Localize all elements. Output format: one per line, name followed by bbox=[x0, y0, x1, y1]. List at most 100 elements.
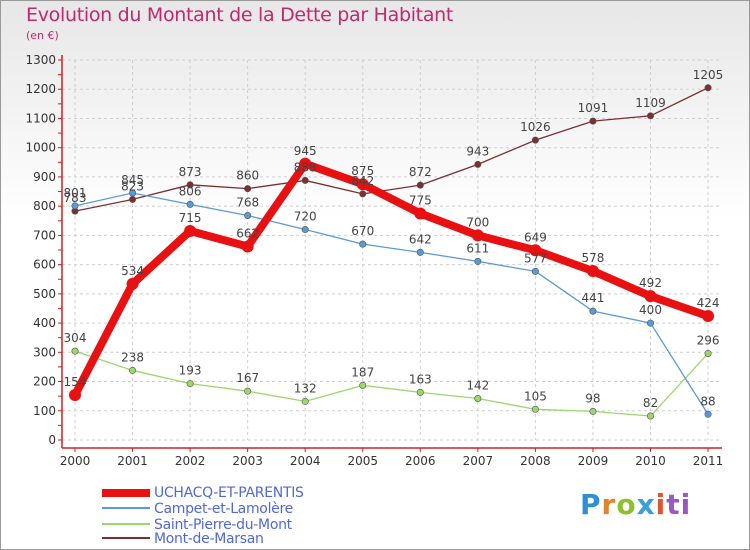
data-point bbox=[704, 84, 712, 92]
logo-letter: o bbox=[616, 488, 637, 521]
logo-letter: P bbox=[580, 488, 602, 521]
y-tick-label: 100 bbox=[33, 404, 56, 418]
legend-swatch bbox=[102, 507, 150, 509]
data-point bbox=[129, 195, 137, 203]
data-label: 670 bbox=[351, 224, 374, 238]
data-point bbox=[244, 185, 252, 193]
y-tick-label: 300 bbox=[33, 345, 56, 359]
data-point bbox=[359, 381, 367, 389]
data-label: 700 bbox=[466, 215, 489, 229]
legend-label: Mont-de-Marsan bbox=[154, 531, 264, 547]
data-label: 945 bbox=[294, 144, 317, 158]
data-label: 193 bbox=[179, 364, 202, 378]
data-label: 842 bbox=[351, 174, 374, 188]
data-label: 1109 bbox=[635, 96, 666, 110]
data-label: 441 bbox=[581, 291, 604, 305]
logo-letter: x bbox=[636, 488, 656, 521]
data-point bbox=[129, 189, 137, 197]
data-label: 167 bbox=[236, 371, 259, 385]
data-point bbox=[359, 240, 367, 248]
data-label: 649 bbox=[524, 230, 547, 244]
legend-label: Saint-Pierre-du-Mont bbox=[154, 517, 292, 533]
data-point bbox=[184, 225, 197, 237]
y-tick-label: 700 bbox=[33, 228, 56, 242]
data-point bbox=[646, 112, 654, 120]
data-point bbox=[416, 248, 424, 256]
data-point bbox=[704, 410, 712, 418]
data-point bbox=[416, 181, 424, 189]
x-tick-label: 2004 bbox=[290, 454, 321, 468]
data-label: 888 bbox=[294, 160, 317, 174]
data-label: 715 bbox=[179, 211, 202, 225]
data-point bbox=[646, 319, 654, 327]
data-point bbox=[186, 380, 194, 388]
x-tick-label: 2001 bbox=[117, 454, 148, 468]
data-point bbox=[474, 257, 482, 265]
data-label: 1205 bbox=[693, 68, 724, 82]
legend-swatch bbox=[102, 523, 150, 525]
data-label: 875 bbox=[351, 164, 374, 178]
data-label: 611 bbox=[466, 241, 489, 255]
data-point bbox=[474, 160, 482, 168]
data-label: 720 bbox=[294, 210, 317, 224]
data-point bbox=[126, 277, 139, 290]
x-tick-label: 2011 bbox=[693, 454, 724, 468]
data-point bbox=[586, 265, 599, 278]
x-tick-label: 2008 bbox=[520, 454, 551, 468]
data-point bbox=[244, 212, 252, 220]
data-point bbox=[299, 157, 312, 170]
data-label: 238 bbox=[121, 350, 144, 364]
data-label: 492 bbox=[639, 276, 662, 290]
data-label: 873 bbox=[179, 165, 202, 179]
data-point bbox=[69, 388, 81, 401]
data-point bbox=[301, 226, 309, 234]
logo-letter: r bbox=[601, 488, 617, 521]
data-label: 823 bbox=[121, 179, 144, 193]
series-line bbox=[74, 192, 709, 415]
data-point bbox=[471, 229, 484, 242]
data-label: 1026 bbox=[520, 120, 551, 134]
data-label: 424 bbox=[697, 296, 720, 310]
data-label: 577 bbox=[524, 251, 547, 265]
data-point bbox=[416, 388, 424, 396]
data-label: 662 bbox=[236, 226, 259, 240]
x-tick-label: 2005 bbox=[347, 454, 378, 468]
legend-swatch bbox=[102, 537, 150, 539]
y-tick-label: 1200 bbox=[25, 82, 56, 96]
data-label: 534 bbox=[121, 264, 144, 278]
series-line bbox=[71, 159, 713, 399]
data-label: 860 bbox=[236, 169, 259, 183]
data-label: 163 bbox=[409, 372, 432, 386]
y-tick-label: 800 bbox=[33, 199, 56, 213]
data-label: 98 bbox=[585, 391, 600, 405]
data-label: 400 bbox=[639, 303, 662, 317]
data-point bbox=[186, 181, 194, 189]
data-label: 768 bbox=[236, 196, 259, 210]
data-point bbox=[356, 178, 369, 191]
y-tick-label: 1300 bbox=[25, 53, 56, 67]
data-point bbox=[704, 349, 712, 357]
data-label: 304 bbox=[64, 331, 87, 345]
data-label: 845 bbox=[121, 173, 144, 187]
data-point bbox=[301, 176, 309, 184]
x-tick-label: 2000 bbox=[60, 454, 91, 468]
x-tick-label: 2006 bbox=[405, 454, 436, 468]
y-tick-label: 900 bbox=[33, 170, 56, 184]
data-label: 783 bbox=[64, 191, 87, 205]
data-label: 775 bbox=[409, 193, 432, 207]
y-tick-label: 600 bbox=[33, 258, 56, 272]
data-point bbox=[589, 407, 597, 415]
y-tick-label: 400 bbox=[33, 316, 56, 330]
data-point bbox=[702, 310, 715, 323]
data-point bbox=[474, 394, 482, 402]
data-label: 142 bbox=[466, 378, 489, 392]
data-point bbox=[531, 267, 539, 275]
chart-title: Evolution du Montant de la Dette par Hab… bbox=[26, 4, 454, 26]
logo-letter: i bbox=[655, 488, 667, 521]
y-tick-label: 200 bbox=[33, 375, 56, 389]
data-label: 154 bbox=[64, 375, 87, 389]
x-tick-label: 2007 bbox=[463, 454, 494, 468]
data-label: 187 bbox=[351, 365, 374, 379]
data-point bbox=[644, 290, 657, 303]
